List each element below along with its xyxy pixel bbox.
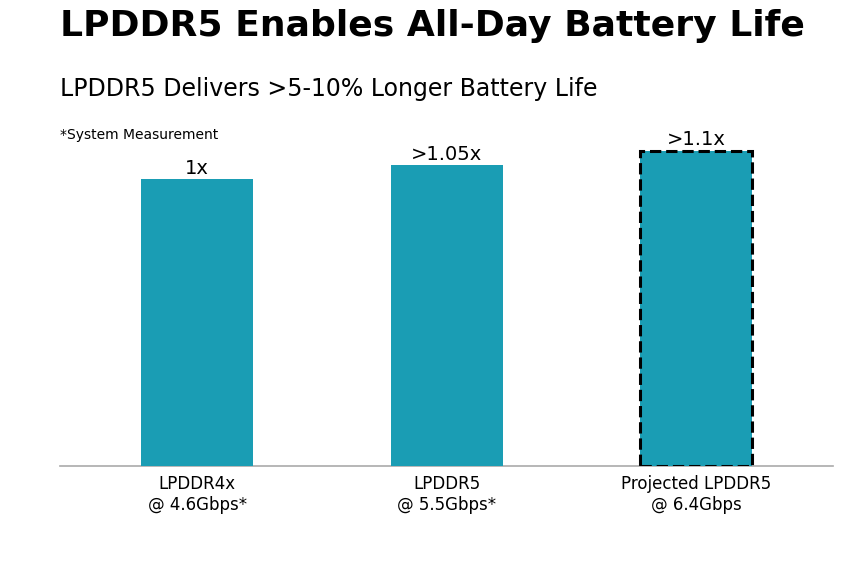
Text: >1.1x: >1.1x <box>667 131 726 149</box>
Bar <box>640 151 752 466</box>
Text: 1x: 1x <box>186 159 210 178</box>
Text: *System Measurement: *System Measurement <box>60 128 218 142</box>
Bar <box>640 151 752 466</box>
Text: LPDDR5 Delivers >5-10% Longer Battery Life: LPDDR5 Delivers >5-10% Longer Battery Li… <box>60 77 598 101</box>
Bar <box>391 165 503 466</box>
Text: LPDDR5 Enables All-Day Battery Life: LPDDR5 Enables All-Day Battery Life <box>60 9 805 43</box>
Bar <box>141 179 253 466</box>
Text: >1.05x: >1.05x <box>411 145 482 164</box>
